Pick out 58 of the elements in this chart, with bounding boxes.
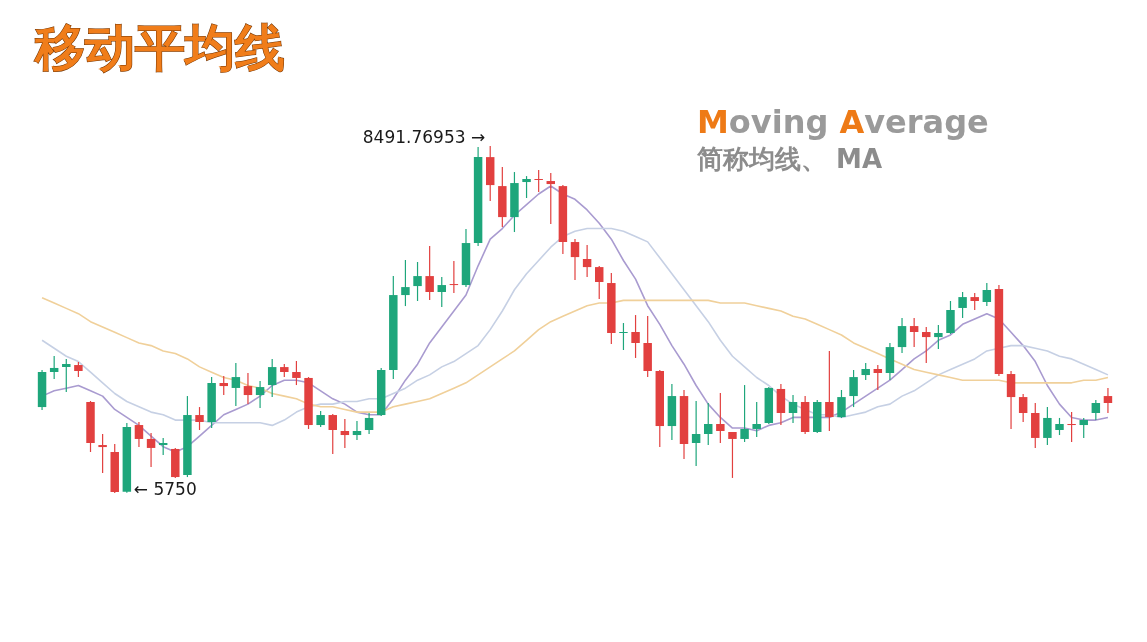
- candlestick: [134, 421, 144, 448]
- candlestick: [219, 375, 228, 396]
- candlestick: [352, 420, 362, 441]
- candlestick: [49, 355, 59, 380]
- candlestick: [728, 431, 737, 479]
- candlestick: [619, 322, 628, 351]
- candlestick: [1067, 411, 1076, 443]
- candlestick: [98, 433, 107, 474]
- annotation: 简称均线、 MA: [696, 144, 883, 174]
- candlestick: [243, 372, 253, 405]
- candlestick: [534, 169, 543, 193]
- candlestick: [570, 238, 580, 281]
- candlestick: [522, 175, 531, 199]
- candlestick: [267, 358, 277, 398]
- candlestick: [922, 326, 931, 364]
- candlestick: [897, 317, 907, 354]
- candlestick: [1103, 387, 1113, 414]
- candlestick: [437, 276, 446, 308]
- candlestick: [594, 265, 604, 300]
- candlestick: [740, 384, 749, 443]
- candlestick: [364, 412, 374, 435]
- candlestick: [946, 300, 955, 335]
- candlestick: [413, 261, 422, 302]
- candlestick: [1091, 399, 1101, 421]
- candlestick: [982, 282, 992, 307]
- candlestick: [328, 413, 337, 455]
- candlestick: [582, 244, 592, 278]
- candlestick: [958, 291, 967, 319]
- chart-title: 移动平均线: [33, 19, 285, 77]
- candlestick: [340, 418, 350, 449]
- annotation: 8491.76953 →: [362, 127, 486, 147]
- candlestick: [837, 389, 846, 419]
- candlestick: [788, 394, 798, 424]
- candlestick: [425, 245, 434, 301]
- candlestick: [934, 324, 943, 350]
- candlestick: [1079, 417, 1088, 439]
- candlestick: [62, 358, 71, 393]
- candlestick: [546, 172, 556, 225]
- annotation: ← 5750: [133, 479, 197, 499]
- candlestick: [704, 402, 713, 446]
- candlestick: [752, 401, 761, 438]
- candlestick: [909, 317, 919, 348]
- candlestick: [1043, 406, 1052, 446]
- candlestick: [195, 406, 204, 431]
- text: Moving Average: [697, 103, 989, 141]
- candlestick: [292, 360, 301, 386]
- candlestick: [255, 380, 265, 409]
- candlestick: [1018, 393, 1028, 423]
- candlestick: [231, 362, 241, 407]
- candlestick: [401, 259, 410, 307]
- candlestick: [825, 350, 834, 432]
- candlestick: [716, 392, 725, 444]
- candlestick: [146, 432, 156, 468]
- candlestick: [873, 364, 883, 391]
- candlestick: [631, 314, 640, 359]
- candlestick: [1006, 370, 1016, 430]
- candlestick: [691, 400, 701, 467]
- candlestick: [849, 369, 858, 408]
